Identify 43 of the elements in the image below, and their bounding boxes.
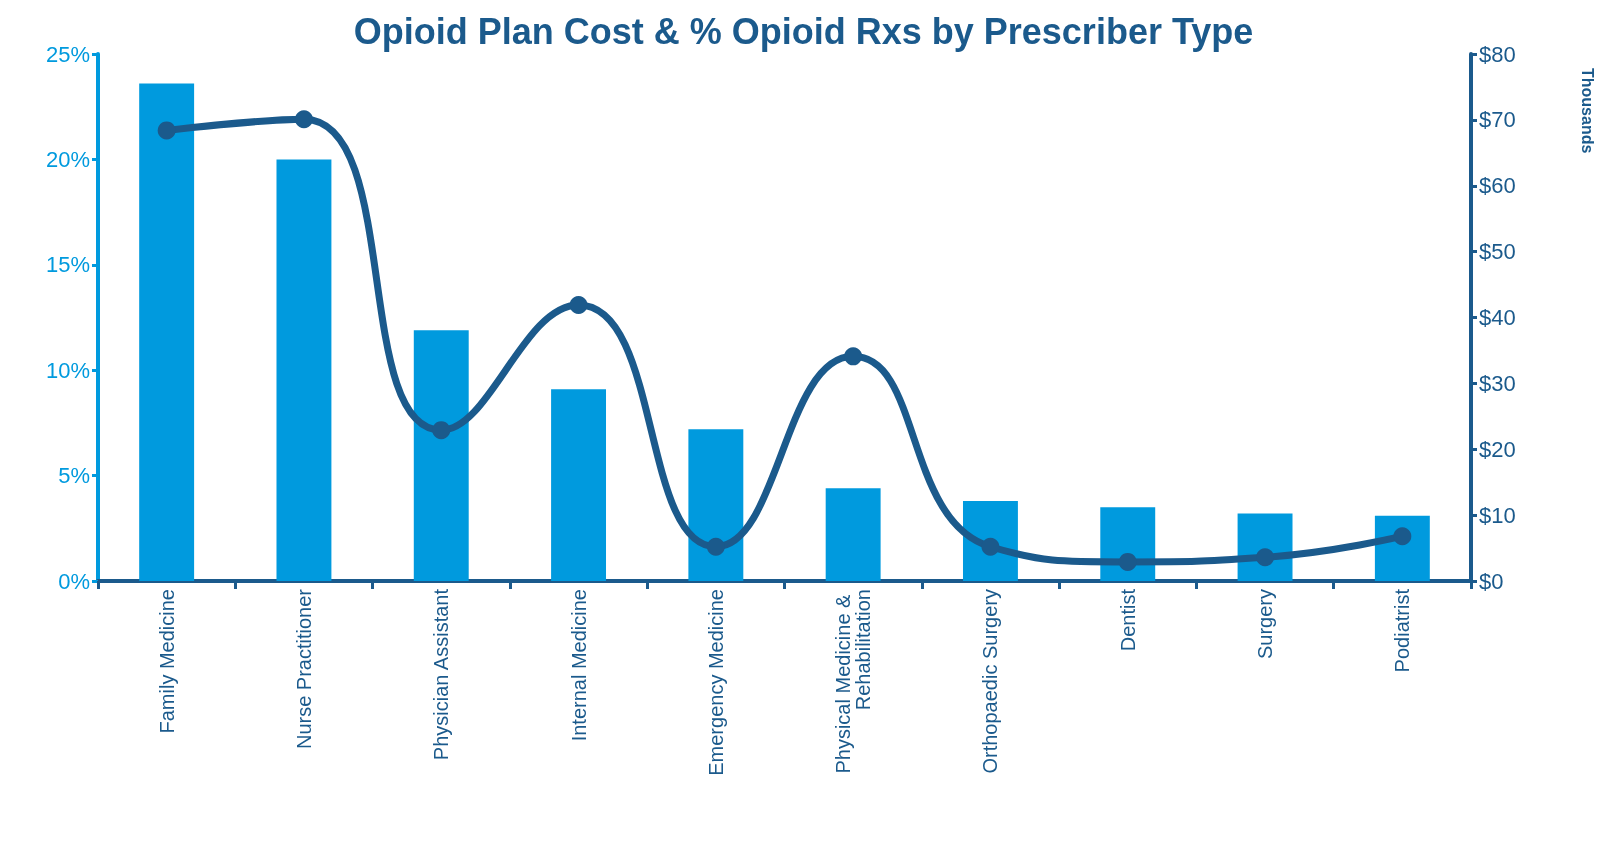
point — [569, 295, 588, 314]
y-tick-label: 0% — [58, 568, 90, 594]
y2-tick-label: $0 — [1479, 568, 1504, 594]
x-tick-label: Surgery — [1254, 589, 1277, 660]
bar — [825, 488, 881, 581]
x-tick-label: Physician Assistant — [430, 588, 453, 761]
bar — [276, 159, 332, 581]
x-tick-label: Nurse Practitioner — [292, 588, 315, 750]
x-tick-label: Family Medicine — [155, 589, 178, 734]
point — [706, 537, 725, 556]
x-tick-label: Dentist — [1116, 588, 1139, 652]
point — [157, 121, 176, 140]
point — [294, 110, 313, 129]
x-tick-label: Emergency Medicine — [704, 589, 727, 776]
y2-tick-label: $50 — [1479, 239, 1516, 265]
y-tick-label: 5% — [58, 463, 90, 489]
point — [1393, 527, 1412, 546]
y-tick-label: 15% — [45, 252, 90, 278]
bar — [551, 389, 607, 581]
y2-tick-label: $70 — [1479, 107, 1516, 133]
y2-tick-label: $10 — [1479, 502, 1516, 528]
point — [432, 421, 451, 440]
point — [1118, 552, 1137, 571]
x-tick-label: Orthopaedic Surgery — [979, 589, 1002, 774]
point — [981, 537, 1000, 556]
y2-axis-title: Thousands — [1578, 68, 1596, 154]
bar — [139, 83, 195, 581]
y-tick-label: 10% — [45, 357, 90, 383]
point — [844, 347, 863, 366]
bar — [413, 330, 469, 581]
x-tick-label: Internal Medicine — [567, 589, 590, 742]
y2-tick-label: $40 — [1479, 305, 1516, 330]
y2-tick-label: $20 — [1479, 436, 1516, 462]
x-tick-label: Podiatrist — [1391, 588, 1414, 673]
point — [1256, 548, 1275, 567]
chart-title: Opioid Plan Cost & % Opioid Rxs by Prescriber Type — [353, 10, 1254, 52]
y-tick-label: 20% — [45, 146, 90, 172]
y-tick-label: 25% — [45, 41, 90, 67]
bar — [688, 429, 744, 581]
y2-tick-label: $30 — [1479, 370, 1516, 396]
y2-tick-label: $60 — [1479, 173, 1516, 199]
y2-tick-label: $80 — [1479, 41, 1516, 67]
x-tick-label: Physical Medicine & Rehabilitation — [832, 589, 875, 774]
